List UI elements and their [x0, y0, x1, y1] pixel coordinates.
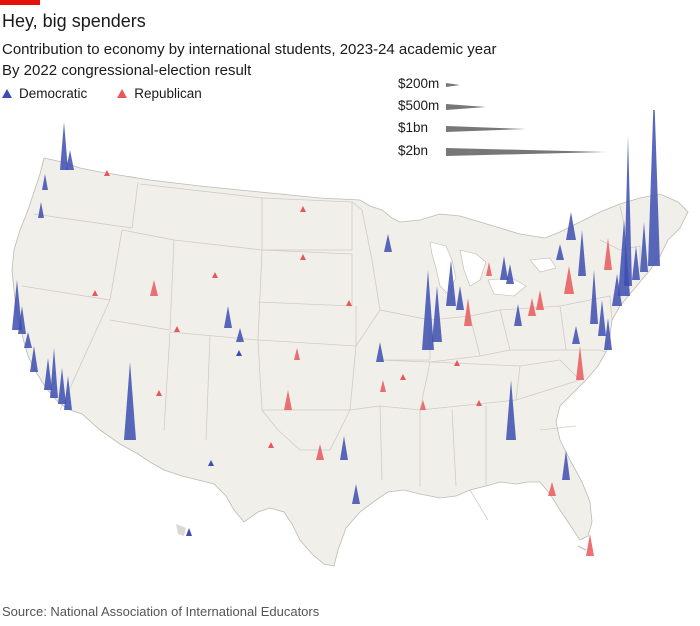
map-spike [38, 202, 44, 218]
republican-spikes [150, 238, 612, 556]
map-spike [572, 326, 580, 344]
map-marker [300, 206, 306, 212]
map-marker [268, 442, 274, 448]
scale-label: $200m [398, 76, 440, 91]
map-marker [236, 350, 242, 356]
brand-accent-bar [0, 0, 40, 5]
chart-subtitle-2: By 2022 congressional-election result [2, 62, 252, 79]
map-spike [236, 328, 244, 342]
small-markers [92, 170, 482, 536]
map-spike [486, 262, 492, 276]
map-marker [186, 528, 192, 536]
map-spike [42, 174, 48, 190]
scale-label: $500m [398, 98, 440, 113]
florida-keys-shape [577, 545, 587, 551]
map-spike [422, 270, 434, 350]
map-spike [60, 122, 68, 170]
republican-triangle-icon [117, 89, 128, 98]
map-spike [648, 110, 660, 266]
democratic-spikes [12, 110, 660, 504]
map-spike [548, 482, 556, 496]
map-spike [464, 298, 472, 326]
map-spike [506, 380, 516, 440]
map-spike [590, 270, 598, 324]
map-spike [420, 400, 426, 410]
map-spike [384, 234, 392, 252]
chart-subtitle: Contribution to economy by international… [2, 41, 497, 58]
map-marker [400, 374, 406, 380]
legend-item-democratic: Democratic [2, 86, 87, 101]
map-spike [64, 376, 72, 410]
chart-title: Hey, big spenders [2, 11, 146, 31]
map-spike [18, 306, 26, 334]
source-note: Source: National Association of Internat… [2, 604, 320, 619]
hawaii-shape [176, 524, 186, 536]
map-marker [208, 460, 214, 466]
map-spike [432, 286, 442, 342]
map-spike [456, 286, 464, 310]
map-spike [58, 368, 66, 404]
map-spike [66, 150, 74, 170]
scale-spike-icon [446, 83, 460, 87]
map-spike [604, 238, 612, 270]
map-spike [640, 222, 648, 272]
map-spike [576, 346, 584, 380]
map-spike [376, 342, 384, 362]
map-spike [12, 280, 22, 330]
map-spike [30, 346, 38, 372]
map-marker [454, 360, 460, 366]
map-marker [300, 254, 306, 260]
map-spike [566, 212, 576, 240]
scale-label: $1bn [398, 120, 429, 135]
map-spike [224, 306, 232, 328]
map-marker [156, 390, 162, 396]
map-marker [476, 400, 482, 406]
map-spike [24, 332, 32, 348]
map-spike [556, 244, 564, 260]
us-map [11, 110, 689, 567]
map-spike [536, 290, 544, 310]
map-spike [124, 362, 136, 440]
map-spike [340, 436, 348, 460]
map-spike [316, 444, 324, 460]
map-spike [500, 256, 508, 280]
map-spike [380, 380, 386, 392]
map-spike [586, 534, 594, 556]
map-spike [632, 246, 640, 280]
map-spike [612, 274, 622, 306]
us-mainland-shape [11, 157, 689, 567]
map-spike [150, 280, 158, 296]
map-marker [174, 326, 180, 332]
map-spike [604, 318, 612, 350]
map-marker [92, 290, 98, 296]
map-marker [346, 300, 352, 306]
legend-label-republican: Republican [134, 86, 202, 101]
democratic-triangle-icon [2, 89, 12, 98]
legend: Democratic Republican [2, 86, 232, 101]
map-marker [104, 170, 110, 176]
map-spike [284, 390, 292, 410]
scale-spike-icon [446, 148, 606, 156]
map-spike [514, 304, 522, 326]
map-spike [598, 300, 606, 336]
map-spike [578, 230, 586, 276]
map-spike [528, 298, 536, 316]
map-spike [294, 348, 300, 360]
map-spike [506, 264, 514, 284]
legend-label-democratic: Democratic [19, 86, 88, 101]
scale-spike-icon [446, 126, 526, 132]
scale-label: $2bn [398, 143, 429, 158]
scale-spike-icon [446, 104, 486, 110]
map-marker [212, 272, 218, 278]
map-spike [50, 348, 58, 398]
legend-item-republican: Republican [117, 86, 202, 101]
map-spike [624, 136, 632, 286]
map-spike [564, 266, 574, 294]
map-spike [352, 484, 360, 504]
map-spike [44, 358, 52, 390]
map-spike [446, 260, 456, 306]
state-borders [21, 181, 641, 521]
map-spike [562, 450, 570, 480]
